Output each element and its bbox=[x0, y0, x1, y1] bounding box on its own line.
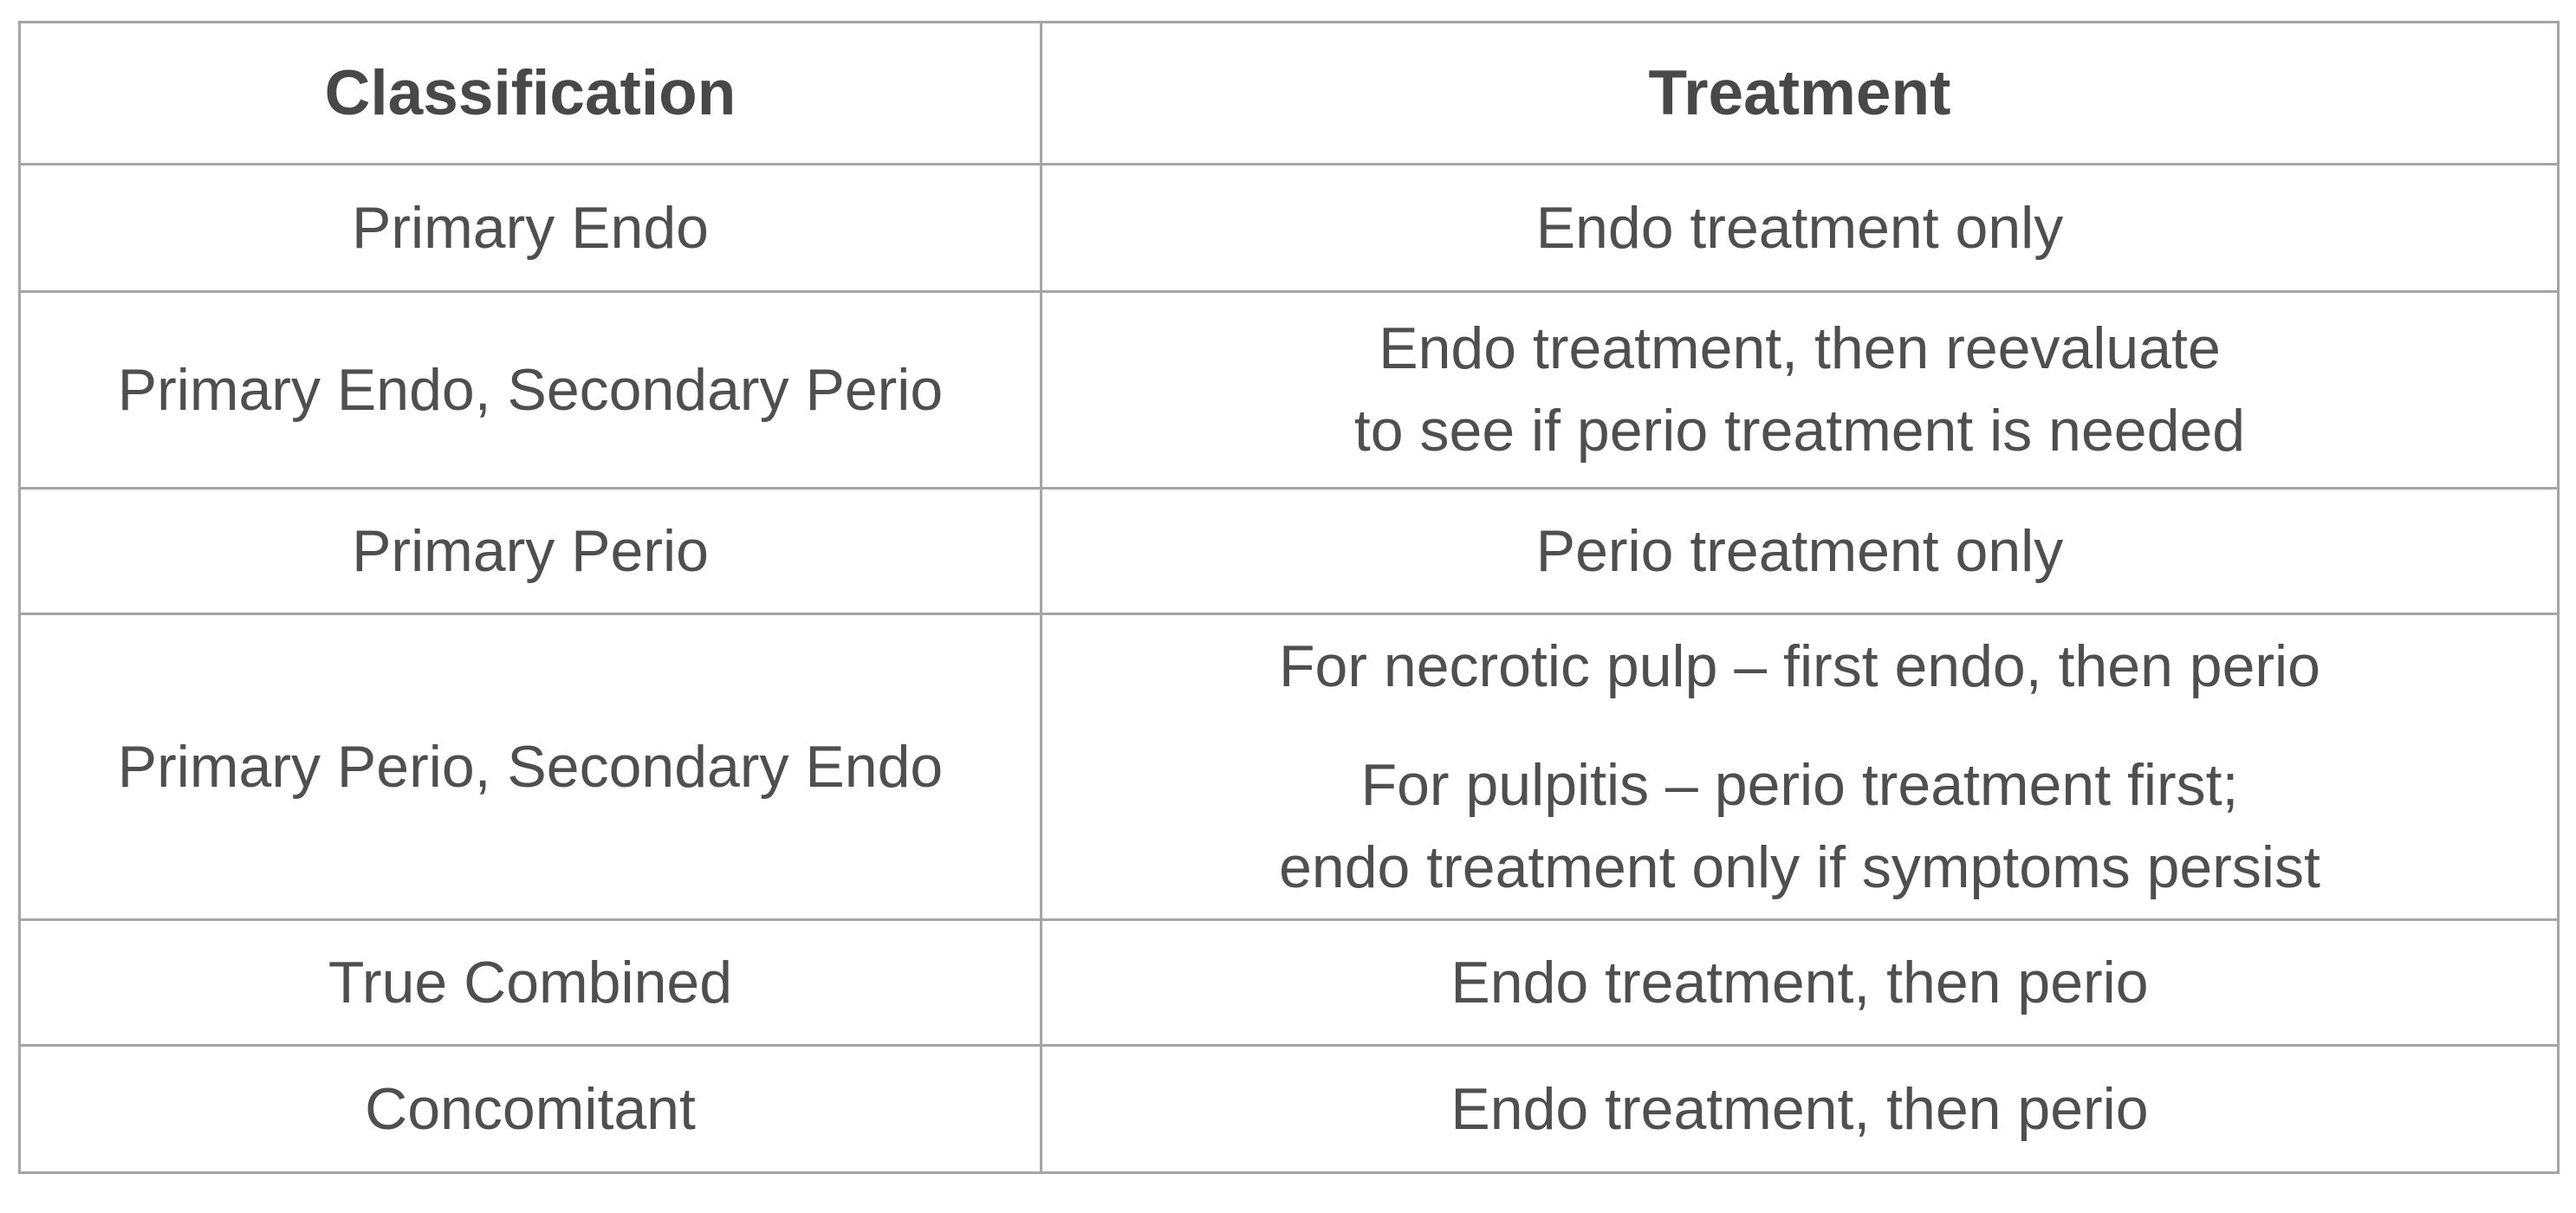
classification-cell: True Combined bbox=[18, 918, 1042, 1047]
treatment-cell: Perio treatment only bbox=[1040, 487, 2560, 615]
treatment-cell: For necrotic pulp – first endo, then per… bbox=[1040, 613, 2560, 921]
column-header-classification: Classification bbox=[18, 21, 1042, 165]
table-row: Primary Endo Endo treatment only bbox=[18, 163, 2560, 293]
column-header-treatment: Treatment bbox=[1040, 21, 2560, 165]
table-row: Primary Perio Perio treatment only bbox=[18, 487, 2560, 615]
classification-cell: Primary Endo, Secondary Perio bbox=[18, 290, 1042, 490]
treatment-paragraph: Perio treatment only bbox=[1535, 517, 2064, 584]
treatment-cell: Endo treatment only bbox=[1040, 163, 2560, 293]
treatment-paragraph: For necrotic pulp – first endo, then per… bbox=[1279, 632, 2320, 699]
treatment-cell: Endo treatment, then perio bbox=[1040, 1044, 2560, 1174]
treatment-cell: Endo treatment, then perio bbox=[1040, 918, 2560, 1047]
classification-cell: Primary Endo bbox=[18, 163, 1042, 293]
treatment-paragraph: Endo treatment, then perio bbox=[1450, 1075, 2149, 1142]
table-row: Concomitant Endo treatment, then perio bbox=[18, 1044, 2560, 1174]
treatment-paragraph: For pulpitis – perio treatment first; en… bbox=[1279, 751, 2320, 900]
table-row: Primary Endo, Secondary Perio Endo treatm… bbox=[18, 290, 2560, 490]
table-row: Primary Perio, Secondary Endo For necroti… bbox=[18, 613, 2560, 921]
table-row: True Combined Endo treatment, then perio bbox=[18, 918, 2560, 1047]
table-header-row: Classification Treatment bbox=[18, 21, 2560, 165]
classification-cell: Concomitant bbox=[18, 1044, 1042, 1174]
classification-cell: Primary Perio, Secondary Endo bbox=[18, 613, 1042, 921]
treatment-cell: Endo treatment, then reevaluate to see i… bbox=[1040, 290, 2560, 490]
page: Classification Treatment Primary Endo End… bbox=[0, 21, 2576, 1213]
treatment-paragraph: Endo treatment only bbox=[1535, 194, 2064, 261]
treatment-paragraph: Endo treatment, then perio bbox=[1450, 949, 2149, 1015]
classification-treatment-table: Classification Treatment Primary Endo End… bbox=[18, 21, 2560, 1174]
treatment-paragraph: Endo treatment, then reevaluate to see i… bbox=[1353, 315, 2246, 464]
classification-cell: Primary Perio bbox=[18, 487, 1042, 615]
